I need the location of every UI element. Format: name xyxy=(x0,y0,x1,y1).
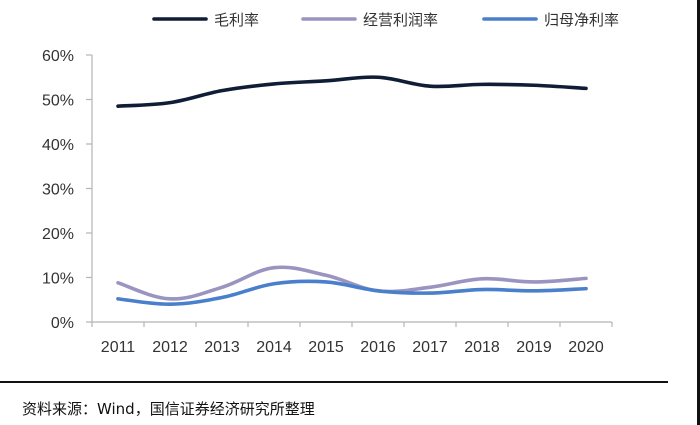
x-tick-label: 2018 xyxy=(464,339,500,356)
y-axis: 0% 10% 20% 30% 40% 50% 60% xyxy=(42,48,93,332)
y-tick-label: 10% xyxy=(42,271,74,288)
legend-label: 经营利润率 xyxy=(363,11,438,29)
gross-margin-line xyxy=(116,75,588,108)
net-margin-line xyxy=(116,279,588,307)
y-tick-label: 60% xyxy=(42,48,74,65)
x-tick-label: 2013 xyxy=(204,339,240,356)
footer-divider xyxy=(0,381,668,383)
source-note: 资料来源：Wind，国信证券经济研究所整理 xyxy=(22,400,315,418)
x-tick-label: 2014 xyxy=(256,339,292,356)
x-tick-label: 2015 xyxy=(308,339,344,356)
y-tick-label: 40% xyxy=(42,137,74,154)
frame-border xyxy=(697,0,700,425)
x-tick-label: 2017 xyxy=(412,339,448,356)
x-tick-label: 2016 xyxy=(360,339,396,356)
x-tick-label: 2011 xyxy=(101,339,136,356)
legend-gross-margin: 毛利率 xyxy=(152,11,259,29)
chart-legend: 毛利率 经营利润率 归母净利率 xyxy=(152,11,619,29)
x-tick-label: 2012 xyxy=(152,339,188,356)
operating-margin-line xyxy=(116,265,588,301)
legend-label: 毛利率 xyxy=(214,11,259,29)
y-tick-label: 20% xyxy=(42,226,74,243)
legend-label: 归母净利率 xyxy=(544,11,619,29)
y-tick-label: 50% xyxy=(42,93,74,110)
chart-series xyxy=(116,75,588,307)
y-tick-label: 30% xyxy=(42,182,74,199)
legend-operating-margin: 经营利润率 xyxy=(301,11,438,29)
y-tick-label: 0% xyxy=(51,315,74,332)
x-tick-label: 2019 xyxy=(516,339,552,356)
legend-net-margin: 归母净利率 xyxy=(482,11,619,29)
x-tick-label: 2020 xyxy=(568,339,604,356)
x-axis: 2011 2012 2013 2014 2015 2016 2017 2018 2019 2020 xyxy=(91,321,613,356)
